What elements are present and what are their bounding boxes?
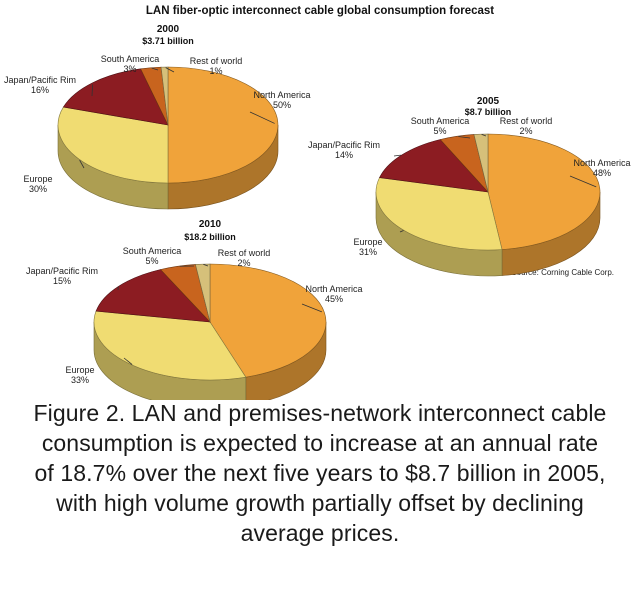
- pie-charts: LAN fiber-optic interconnect cable globa…: [4, 5, 631, 400]
- leader-line: [91, 84, 94, 97]
- slice-label-europe: Europe 33%: [65, 365, 94, 385]
- slice-label-japan-pacific-rim: Japan/Pacific Rim 14%: [308, 140, 380, 160]
- slice-label-japan-pacific-rim: Japan/Pacific Rim 16%: [4, 75, 76, 95]
- leader-line: [151, 67, 159, 71]
- slice-label-south-america: South America 5%: [123, 246, 182, 266]
- caption-line: consumption is expected to increase at a…: [41, 430, 599, 456]
- slice-label-north-america: North America 45%: [305, 284, 362, 304]
- leader-line: [481, 133, 487, 137]
- pie-slice-rest-of-world: [195, 263, 211, 323]
- pie-slice-europe: [57, 106, 169, 184]
- caption-line: with high volume growth partially offset…: [56, 490, 584, 516]
- pie-chart-2010: 2010 $18.2 billion North America 45% Europe 3…: [26, 219, 363, 400]
- source-note: Source: Corning Cable Corp.: [511, 268, 614, 277]
- caption-line: average prices.: [240, 520, 400, 546]
- slice-label-rest-of-world: Rest of world 1%: [190, 56, 243, 76]
- pie-title: 2005: [477, 96, 500, 107]
- chart-area: LAN fiber-optic interconnect cable globa…: [4, 5, 631, 400]
- pie-title: 2010: [199, 219, 222, 230]
- leader-line: [399, 230, 404, 233]
- slice-label-north-america: North America 48%: [573, 158, 630, 178]
- slice-label-south-america: South America 3%: [101, 54, 160, 74]
- leader-line: [165, 67, 175, 73]
- slice-label-europe: Europe 31%: [353, 237, 382, 257]
- pie-slices: [375, 133, 601, 251]
- caption-line: Figure 2. LAN and premises-network inter…: [33, 400, 607, 426]
- figure-caption: Figure 2. LAN and premises-network inter…: [0, 398, 640, 548]
- leader-line: [79, 159, 85, 169]
- pie-subtitle: $3.71 billion: [142, 36, 194, 46]
- pie-slices: [93, 263, 327, 381]
- leader-line: [203, 263, 209, 267]
- leader-line: [123, 357, 133, 365]
- slice-label-rest-of-world: Rest of world 2%: [218, 248, 271, 268]
- slice-label-japan-pacific-rim: Japan/Pacific Rim 15%: [26, 266, 98, 286]
- pie-slice-japan-pacific-rim: [62, 68, 169, 126]
- pie-chart-2005: 2005$8.7 billion North America 48% Europe 31…: [308, 96, 631, 277]
- pie-slice-rest-of-world: [160, 66, 169, 126]
- slice-label-rest-of-world: Rest of world 2%: [500, 116, 553, 136]
- pie-slice-europe: [375, 177, 503, 251]
- pie-subtitle: $18.2 billion: [184, 232, 236, 242]
- pie-slice-europe: [93, 310, 247, 381]
- pie-slice-japan-pacific-rim: [95, 269, 211, 323]
- pie-subtitle: $8.7 billion: [465, 107, 512, 117]
- slice-label-south-america: South America 5%: [411, 116, 470, 136]
- leader-line: [393, 154, 401, 157]
- pie-slices: [57, 66, 279, 184]
- slice-label-north-america: North America 50%: [253, 90, 310, 110]
- caption-line: of 18.7% over the next five years to $8.…: [34, 460, 606, 486]
- pie-slice-rest-of-world: [473, 133, 489, 193]
- chart-title: LAN fiber-optic interconnect cable globa…: [146, 5, 494, 17]
- leader-line: [569, 175, 597, 188]
- pie-title: 2000: [157, 24, 180, 35]
- leader-line: [301, 303, 323, 313]
- pie-chart-2000: 2000$3.71 billion North America 50% Europe 3…: [4, 24, 311, 210]
- leader-line: [458, 136, 471, 139]
- pie-slice-north-america: [167, 66, 279, 184]
- pie-slice-japan-pacific-rim: [379, 139, 489, 193]
- pie-slice-north-america: [209, 263, 327, 378]
- slice-label-europe: Europe 30%: [23, 174, 52, 194]
- pie-slice-north-america: [487, 133, 601, 250]
- leader-line: [249, 111, 275, 124]
